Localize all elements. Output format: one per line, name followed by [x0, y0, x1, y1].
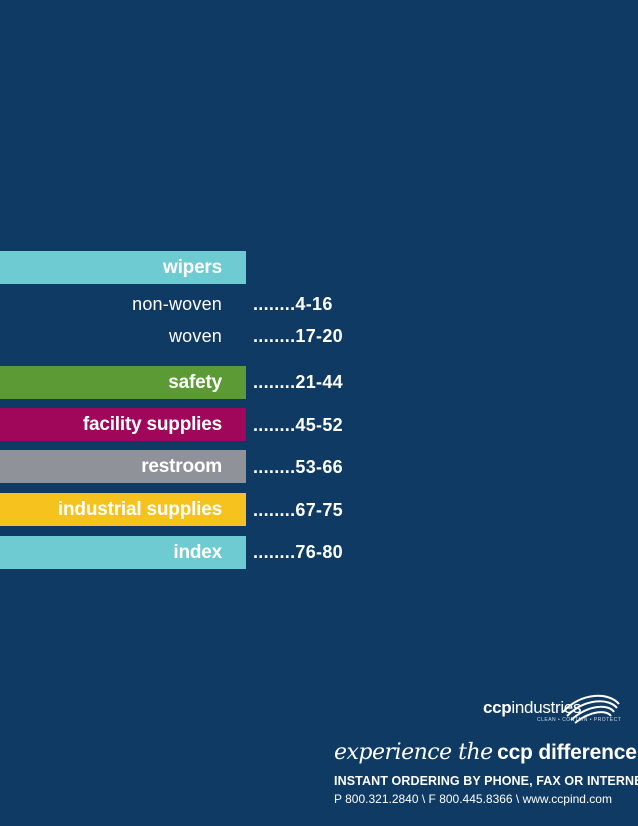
toc-facility-pages[interactable]: ........45-52 [253, 415, 343, 435]
toc-industrial-label: industrial supplies [57, 498, 222, 520]
toc-index-label: index [173, 541, 222, 563]
toc-wipers-bar[interactable]: wipers [0, 251, 246, 284]
toc-woven-pages[interactable]: ........17-20 [253, 326, 343, 346]
toc-index-bar[interactable]: index [0, 536, 246, 569]
ccp-industries-logo: ccpindustries CLEAN • CONTAIN • PROTECT [483, 690, 623, 734]
toc-industrial-bar[interactable]: industrial supplies [0, 493, 246, 526]
toc-safety-label: safety [168, 371, 222, 393]
toc-restroom-pages[interactable]: ........53-66 [253, 457, 343, 477]
tagline-script: experience the [334, 740, 493, 765]
tagline-bold: ccp difference. [497, 741, 638, 764]
logo-swoosh-icon [562, 694, 620, 724]
toc-non-woven-label: non-woven [132, 294, 222, 314]
toc-safety-bar[interactable]: safety [0, 366, 246, 399]
contact-info[interactable]: P 800.321.2840 \ F 800.445.8366 \ www.cc… [334, 792, 612, 806]
toc-wipers-label: wipers [163, 256, 222, 278]
logo-tagline: CLEAN • CONTAIN • PROTECT [537, 717, 622, 723]
toc-woven-label: woven [168, 326, 222, 346]
toc-non-woven-pages[interactable]: ........4-16 [253, 294, 333, 314]
toc-restroom-bar[interactable]: restroom [0, 450, 246, 483]
toc-facility-bar[interactable]: facility supplies [0, 408, 246, 441]
toc-industrial-pages[interactable]: ........67-75 [253, 500, 343, 520]
logo-ccp: ccp [483, 698, 512, 717]
toc-index-pages[interactable]: ........76-80 [253, 542, 343, 562]
toc-safety-pages[interactable]: ........21-44 [253, 372, 343, 392]
toc-facility-label: facility supplies [82, 413, 222, 435]
ordering-headline: INSTANT ORDERING BY PHONE, FAX OR INTERN… [334, 774, 638, 788]
toc-restroom-label: restroom [141, 455, 222, 477]
tagline: experience the ccp difference. [334, 740, 638, 765]
